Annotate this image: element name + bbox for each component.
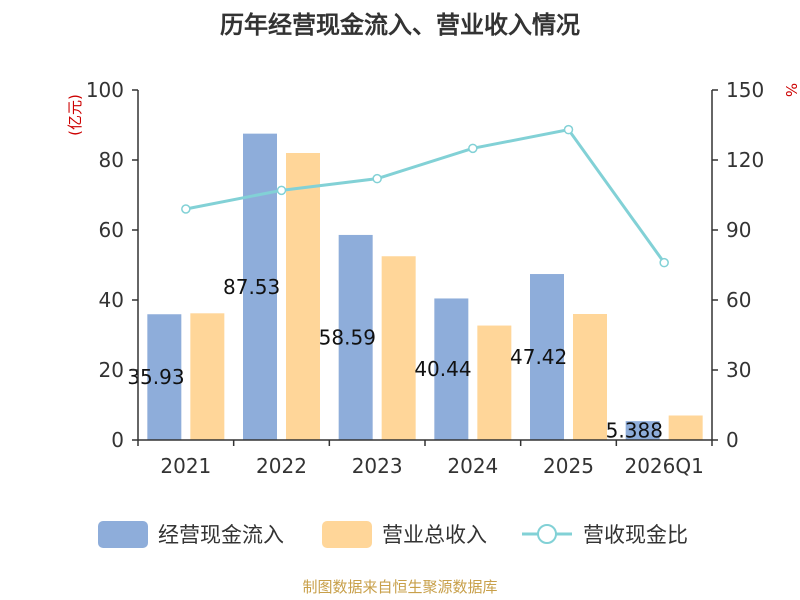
y-right-tick-label: 0 [726,428,739,452]
y-right-tick-label: 90 [726,218,751,242]
chart-title: 历年经营现金流入、营业收入情况 [220,11,580,39]
data-label-cash-inflow: 35.93 [127,365,184,389]
ratio-point [181,204,191,214]
bar-cash-inflow [243,133,277,440]
x-tick-label: 2024 [447,454,498,478]
y-right-unit-label: % [782,83,800,97]
y-right-tick-label: 60 [726,288,751,312]
data-label-cash-inflow: 5.388 [606,419,663,443]
y-left-tick-label: 0 [111,428,124,452]
bar-revenue [190,313,225,440]
bar-revenue [668,415,703,440]
legend-swatch-ratio-point [537,524,557,544]
ratio-line [185,128,666,264]
ratio-point [372,173,382,184]
y-left-tick-label: 20 [99,358,124,382]
x-tick-label: 2026Q1 [624,454,703,478]
y-left-tick-label: 80 [99,148,124,172]
ratio-point [563,124,574,135]
y-right-tick-label: 150 [726,78,764,102]
ratio-point [276,185,287,196]
bar-cash-inflow [338,234,373,440]
x-tick-label: 2025 [543,454,594,478]
y-left-tick-label: 100 [86,78,124,102]
x-tick-label: 2023 [352,454,403,478]
ratio-point [468,143,478,154]
data-label-cash-inflow: 47.42 [510,345,567,369]
data-label-cash-inflow: 87.53 [223,275,280,299]
bar-revenue [286,153,320,440]
y-left-tick-label: 60 [99,218,124,242]
y-left-tick-label: 40 [99,288,124,312]
y-right-tick-label: 120 [726,148,764,172]
bar-cash-inflow [147,314,182,440]
legend-label-revenue: 营业总收入 [382,523,487,547]
data-label-cash-inflow: 40.44 [414,357,471,381]
bar-cash-inflow [625,421,660,440]
x-tick-label: 2022 [256,454,307,478]
bar-revenue [573,314,607,440]
source-note: 制图数据来自恒生聚源数据库 [302,578,497,596]
bar-cash-inflow [530,274,564,440]
data-label-cash-inflow: 58.59 [319,325,376,349]
x-tick-label: 2021 [160,454,211,478]
y-right-tick-label: 30 [726,358,751,382]
ratio-point [659,257,669,268]
bar-cash-inflow [434,298,469,440]
legend-label-cash-inflow: 经营现金流入 [158,523,284,547]
y-left-unit-label: (亿元) [66,94,84,136]
legend-swatch-cash-inflow [98,521,148,548]
bar-revenue [477,325,512,440]
legend-label-ratio: 营收现金比 [583,523,688,547]
bar-revenue [381,256,416,440]
legend-swatch-revenue [322,521,372,548]
